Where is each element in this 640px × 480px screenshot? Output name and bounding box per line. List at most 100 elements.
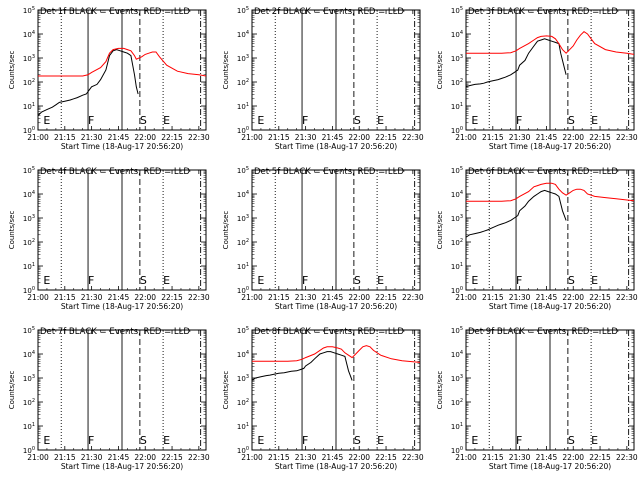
events-series-line [466, 189, 567, 238]
y-tick-label: 105 [451, 6, 463, 15]
y-tick-base: 10 [23, 287, 32, 295]
y-axis-title: Counts/sec [222, 371, 230, 410]
y-axis-title: Counts/sec [8, 211, 16, 250]
x-tick-label: 21:15 [54, 293, 76, 302]
x-tick-label: 21:00 [27, 133, 49, 142]
x-tick-label: 22:30 [402, 453, 424, 462]
y-tick-base: 10 [237, 423, 246, 431]
segment-label: S [568, 114, 575, 127]
segment-label: F [516, 274, 522, 287]
x-tick-label: 22:30 [188, 453, 210, 462]
x-tick-label: 21:00 [455, 453, 477, 462]
y-axis-title: Counts/sec [436, 211, 444, 250]
x-axis-title: Start Time (18-Aug-17 20:56:20) [275, 302, 397, 311]
y-tick-label: 105 [451, 166, 463, 175]
x-tick-label: 22:00 [562, 453, 584, 462]
y-tick-base: 10 [451, 55, 460, 63]
y-tick-base: 10 [451, 167, 460, 175]
y-tick-exponent: 4 [32, 190, 35, 196]
y-tick-base: 10 [451, 7, 460, 15]
y-tick-base: 10 [451, 127, 460, 135]
y-tick-label: 103 [237, 54, 249, 63]
y-tick-label: 105 [237, 326, 249, 335]
x-tick-label: 22:00 [348, 133, 370, 142]
y-tick-base: 10 [23, 263, 32, 271]
y-tick-label: 102 [237, 238, 249, 247]
x-tick-label: 21:30 [295, 293, 317, 302]
segment-label: E [471, 114, 478, 127]
x-tick-label: 22:30 [616, 133, 638, 142]
y-tick-base: 10 [237, 447, 246, 455]
y-tick-label: 104 [23, 190, 35, 199]
y-tick-label: 101 [237, 422, 249, 431]
y-tick-exponent: 5 [246, 326, 249, 332]
y-tick-exponent: 3 [460, 214, 463, 220]
lld-series-line [38, 47, 206, 77]
panel-title: Det 6f BLACK = Events, RED = LLD [468, 167, 618, 177]
y-tick-label: 103 [451, 214, 463, 223]
x-tick-label: 21:15 [268, 453, 290, 462]
y-tick-exponent: 3 [246, 214, 249, 220]
x-tick-label: 22:00 [134, 293, 156, 302]
x-tick-label: 21:15 [54, 133, 76, 142]
y-tick-exponent: 5 [460, 326, 463, 332]
segment-label: S [354, 434, 361, 447]
y-tick-base: 10 [23, 215, 32, 223]
y-tick-label: 105 [237, 166, 249, 175]
y-axis-title: Counts/sec [436, 371, 444, 410]
segment-label: E [471, 434, 478, 447]
y-tick-exponent: 3 [32, 214, 35, 220]
y-tick-exponent: 3 [460, 374, 463, 380]
y-tick-exponent: 2 [246, 78, 249, 84]
detector-panel-6: Det 6f BLACK = Events, RED = LLD 21:00 21:… [436, 166, 638, 311]
y-tick-label: 104 [451, 190, 463, 199]
y-tick-label: 100 [23, 286, 35, 295]
detector-panel-2: Det 2f BLACK = Events, RED = LLD 21:00 21:… [222, 6, 424, 151]
y-tick-base: 10 [237, 167, 246, 175]
y-tick-base: 10 [23, 423, 32, 431]
y-tick-exponent: 0 [460, 126, 463, 132]
y-tick-exponent: 0 [460, 446, 463, 452]
x-tick-label: 21:15 [268, 293, 290, 302]
segment-label: E [163, 274, 170, 287]
x-tick-label: 21:45 [322, 453, 344, 462]
y-tick-label: 101 [451, 262, 463, 271]
segment-label: S [140, 274, 147, 287]
segment-label: F [302, 434, 308, 447]
y-tick-exponent: 2 [460, 78, 463, 84]
x-tick-label: 21:15 [482, 133, 504, 142]
y-tick-base: 10 [237, 351, 246, 359]
segment-label: S [354, 274, 361, 287]
y-tick-exponent: 5 [246, 166, 249, 172]
y-tick-label: 104 [237, 30, 249, 39]
x-tick-label: 22:15 [161, 133, 183, 142]
segment-label: E [377, 274, 384, 287]
y-tick-base: 10 [237, 191, 246, 199]
y-tick-exponent: 1 [32, 422, 35, 428]
y-tick-base: 10 [23, 79, 32, 87]
y-tick-label: 105 [23, 166, 35, 175]
x-tick-label: 21:45 [536, 453, 558, 462]
segment-label: F [88, 274, 94, 287]
x-tick-label: 21:45 [108, 133, 130, 142]
y-tick-base: 10 [23, 191, 32, 199]
y-tick-base: 10 [237, 79, 246, 87]
y-tick-base: 10 [23, 327, 32, 335]
x-tick-label: 21:30 [81, 133, 103, 142]
y-tick-label: 104 [23, 350, 35, 359]
segment-label: S [568, 434, 575, 447]
y-tick-base: 10 [451, 351, 460, 359]
y-tick-exponent: 3 [246, 374, 249, 380]
y-tick-label: 103 [451, 54, 463, 63]
x-tick-label: 21:45 [536, 293, 558, 302]
lld-series-line [466, 30, 634, 55]
y-tick-exponent: 0 [246, 126, 249, 132]
y-tick-label: 103 [23, 54, 35, 63]
y-tick-base: 10 [237, 263, 246, 271]
y-tick-label: 100 [237, 286, 249, 295]
y-axis-title: Counts/sec [436, 51, 444, 90]
y-tick-base: 10 [237, 31, 246, 39]
x-tick-label: 21:30 [509, 453, 531, 462]
y-tick-label: 101 [237, 102, 249, 111]
